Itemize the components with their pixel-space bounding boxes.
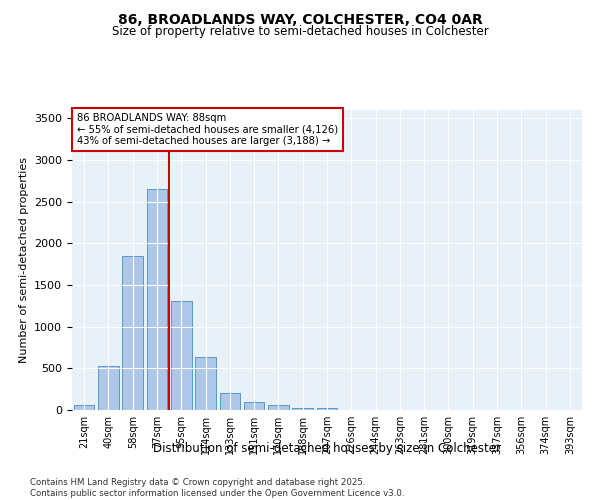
Bar xyxy=(244,402,265,410)
Bar xyxy=(122,256,143,410)
Bar xyxy=(171,301,191,410)
Bar xyxy=(195,356,216,410)
Bar xyxy=(317,408,337,410)
Bar xyxy=(74,405,94,410)
Bar xyxy=(220,392,240,410)
Bar xyxy=(292,408,313,410)
Bar xyxy=(98,366,119,410)
Bar xyxy=(268,405,289,410)
Text: Size of property relative to semi-detached houses in Colchester: Size of property relative to semi-detach… xyxy=(112,25,488,38)
Y-axis label: Number of semi-detached properties: Number of semi-detached properties xyxy=(19,157,29,363)
Text: 86 BROADLANDS WAY: 88sqm
← 55% of semi-detached houses are smaller (4,126)
43% o: 86 BROADLANDS WAY: 88sqm ← 55% of semi-d… xyxy=(77,113,338,146)
Text: Contains HM Land Registry data © Crown copyright and database right 2025.
Contai: Contains HM Land Registry data © Crown c… xyxy=(30,478,404,498)
Text: 86, BROADLANDS WAY, COLCHESTER, CO4 0AR: 86, BROADLANDS WAY, COLCHESTER, CO4 0AR xyxy=(118,12,482,26)
Bar xyxy=(146,189,167,410)
Text: Distribution of semi-detached houses by size in Colchester: Distribution of semi-detached houses by … xyxy=(153,442,501,455)
